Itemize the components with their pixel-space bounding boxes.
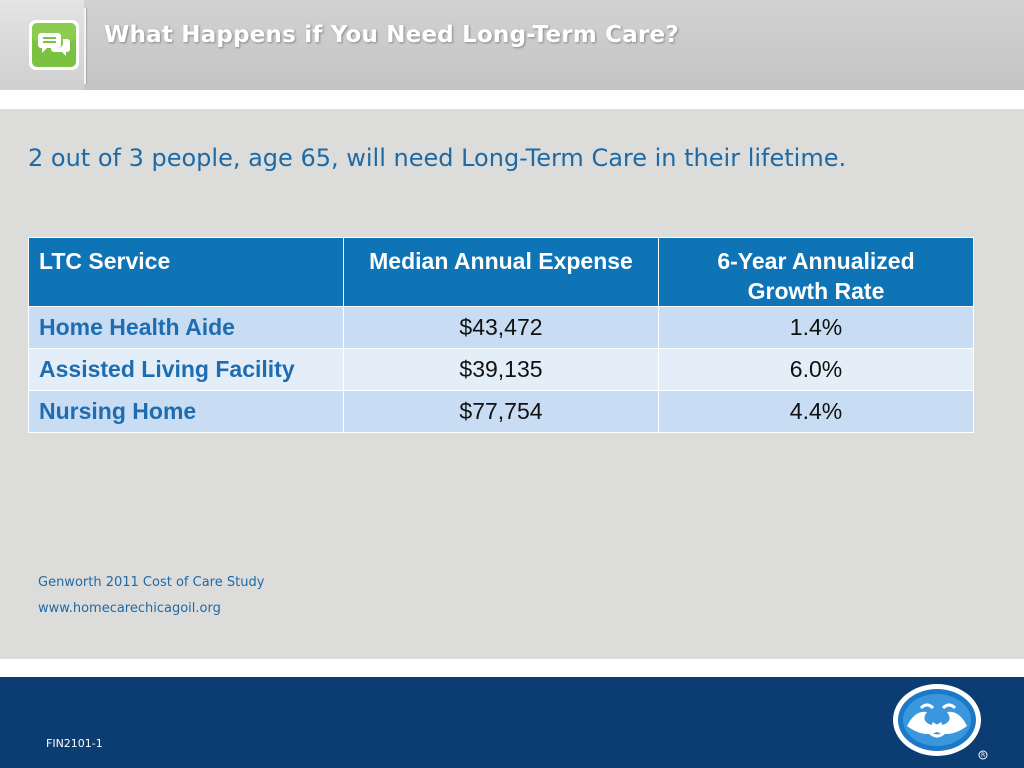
median-expense: $43,472 bbox=[343, 306, 659, 349]
ltc-cost-table: LTC Service Median Annual Expense 6-Year… bbox=[28, 237, 974, 433]
footer-band bbox=[0, 677, 1024, 768]
table-header-row: LTC Service Median Annual Expense 6-Year… bbox=[28, 237, 974, 307]
header-growth-line2: Growth Rate bbox=[747, 278, 885, 304]
header-divider bbox=[84, 8, 86, 84]
table-row: Home Health Aide $43,472 1.4% bbox=[28, 306, 974, 349]
header-growth-rate: 6-Year Annualized Growth Rate bbox=[658, 237, 974, 307]
slide-title: What Happens if You Need Long-Term Care? bbox=[104, 22, 679, 48]
footer-code: FIN2101-1 bbox=[46, 737, 103, 750]
header-ltc-service: LTC Service bbox=[28, 237, 344, 307]
service-name: Assisted Living Facility bbox=[28, 348, 344, 391]
median-expense: $39,135 bbox=[343, 348, 659, 391]
source-url[interactable]: www.homecarechicagoil.org bbox=[38, 601, 221, 616]
good-hands-logo-icon: R bbox=[891, 682, 989, 762]
growth-rate: 1.4% bbox=[658, 306, 974, 349]
service-name: Home Health Aide bbox=[28, 306, 344, 349]
source-citation: Genworth 2011 Cost of Care Study bbox=[38, 575, 265, 590]
growth-rate: 6.0% bbox=[658, 348, 974, 391]
header-growth-line1: 6-Year Annualized bbox=[717, 248, 915, 274]
service-name: Nursing Home bbox=[28, 390, 344, 433]
svg-text:R: R bbox=[981, 752, 985, 759]
header-band bbox=[0, 0, 1024, 90]
growth-rate: 4.4% bbox=[658, 390, 974, 433]
header-median-annual-expense: Median Annual Expense bbox=[343, 237, 659, 307]
table-row: Nursing Home $77,754 4.4% bbox=[28, 390, 974, 433]
median-expense: $77,754 bbox=[343, 390, 659, 433]
slide-subtitle: 2 out of 3 people, age 65, will need Lon… bbox=[28, 144, 847, 172]
table-row: Assisted Living Facility $39,135 6.0% bbox=[28, 348, 974, 391]
speech-bubbles-icon bbox=[28, 19, 80, 71]
